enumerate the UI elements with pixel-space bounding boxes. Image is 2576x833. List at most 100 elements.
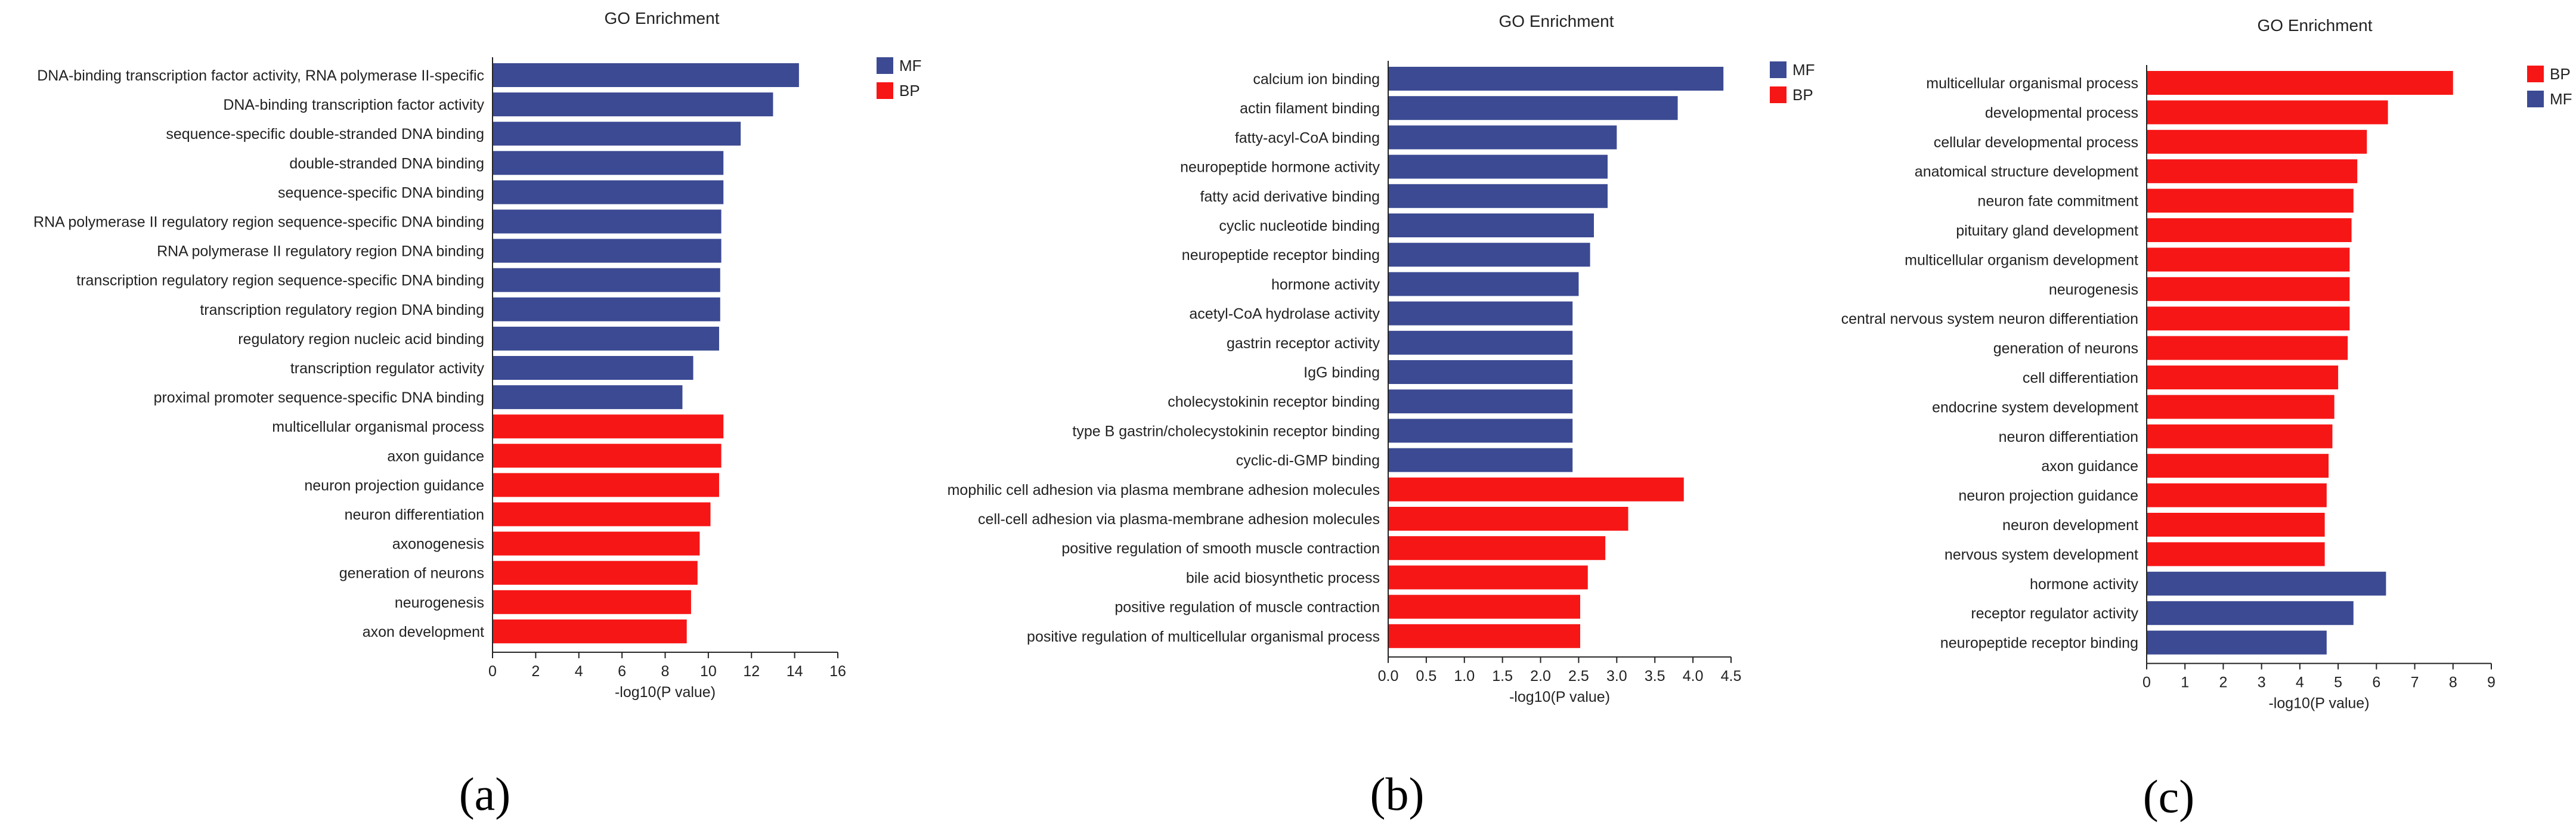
category-label: positive regulation of smooth muscle con… <box>1061 540 1380 557</box>
category-label: endocrine system development <box>1932 399 2138 416</box>
bar-mf <box>1388 154 1608 179</box>
bar-bp <box>2147 218 2352 242</box>
category-label: cyclic-di-GMP binding <box>1236 453 1380 469</box>
bar-mf <box>493 326 719 351</box>
bar-bp <box>1388 507 1628 531</box>
bar-mf <box>1388 67 1724 91</box>
category-label: axon guidance <box>2041 458 2138 475</box>
chart-title: GO Enrichment <box>1499 12 1614 30</box>
panel-label: (a) <box>459 768 511 820</box>
legend-label: MF <box>2550 90 2572 108</box>
category-label: calcium ion binding <box>1253 71 1380 88</box>
bar-mf <box>493 122 741 146</box>
x-tick-label: 6 <box>618 663 626 680</box>
x-tick-label: 3 <box>2258 674 2266 691</box>
category-label: generation of neurons <box>1993 340 2138 357</box>
category-label: fatty-acyl-CoA binding <box>1235 129 1380 146</box>
category-label: gastrin receptor activity <box>1227 335 1380 352</box>
x-tick-label: 1.5 <box>1492 668 1513 685</box>
category-label: nervous system development <box>1945 546 2138 563</box>
category-label: transcription regulatory region DNA bind… <box>200 302 484 318</box>
legend-label: MF <box>1792 61 1815 79</box>
x-tick-label: 4.0 <box>1683 668 1704 685</box>
category-label: multicellular organismal process <box>1926 75 2138 92</box>
category-label: acetyl-CoA hydrolase activity <box>1189 306 1380 323</box>
category-label: DNA-binding transcription factor activit… <box>37 67 484 84</box>
bar-bp <box>1388 536 1606 561</box>
legend-swatch-mf <box>2527 91 2544 107</box>
category-label: axon guidance <box>387 448 484 465</box>
category-label: cyclic nucleotide binding <box>1219 218 1380 234</box>
x-tick-label: 7 <box>2411 674 2419 691</box>
bar-mf <box>493 151 724 175</box>
bar-mf <box>1388 213 1594 237</box>
x-tick-label: 2.5 <box>1568 668 1589 685</box>
bar-mf <box>493 297 720 321</box>
category-label: mophilic cell adhesion via plasma membra… <box>948 482 1380 498</box>
bar-bp <box>2147 424 2333 448</box>
x-tick-label: 3.0 <box>1606 668 1627 685</box>
x-tick-label: 4 <box>575 663 583 680</box>
chart-title: GO Enrichment <box>2258 16 2373 35</box>
x-tick-label: 1.0 <box>1454 668 1475 685</box>
x-tick-label: 16 <box>829 663 846 680</box>
bar-bp <box>493 414 724 439</box>
bar-mf <box>2147 601 2354 625</box>
category-label: neuropeptide receptor binding <box>1182 247 1380 264</box>
bar-bp <box>493 531 700 556</box>
bar-mf <box>1388 96 1678 120</box>
legend-label: MF <box>899 57 922 75</box>
bar-mf <box>1388 125 1617 150</box>
panel-label: (b) <box>1370 768 1425 820</box>
category-label: neuropeptide hormone activity <box>1180 159 1380 176</box>
bar-bp <box>2147 366 2339 389</box>
bar-bp <box>2147 336 2348 360</box>
category-label: neuron projection guidance <box>1958 488 2138 504</box>
bar-mf <box>493 385 683 410</box>
bar-bp <box>493 619 687 643</box>
category-label: neuron differentiation <box>1999 429 2138 445</box>
x-tick-label: 8 <box>661 663 670 680</box>
category-label: developmental process <box>1985 104 2138 121</box>
bar-mf <box>493 63 799 87</box>
x-tick-label: 14 <box>787 663 803 680</box>
legend-label: BP <box>899 82 920 100</box>
bar-mf <box>1388 448 1573 472</box>
x-tick-label: 12 <box>743 663 760 680</box>
bar-bp <box>2147 247 2350 272</box>
x-axis-label: -log10(P value) <box>615 684 716 701</box>
category-label: cell-cell adhesion via plasma-membrane a… <box>978 511 1380 528</box>
bar-mf <box>1388 184 1608 208</box>
chart-panel-3: GO Enrichment multicellular organismal pr… <box>1841 16 2572 822</box>
bar-bp <box>493 473 719 497</box>
bar-bp <box>2147 100 2388 125</box>
x-tick-label: 2 <box>531 663 540 680</box>
x-tick-label: 4.5 <box>1721 668 1742 685</box>
x-tick-label: 6 <box>2372 674 2380 691</box>
bar-bp <box>2147 71 2453 95</box>
panel-label: (c) <box>2143 770 2195 822</box>
category-label: multicellular organism development <box>1905 252 2138 268</box>
category-label: axonogenesis <box>392 536 484 553</box>
bar-bp <box>493 561 698 585</box>
bar-mf <box>493 180 724 205</box>
x-tick-label: 4 <box>2296 674 2304 691</box>
category-label: transcription regulatory region sequence… <box>76 272 484 289</box>
bar-bp <box>2147 513 2325 537</box>
bar-mf <box>1388 389 1573 414</box>
bar-mf <box>1388 301 1573 326</box>
bar-bp <box>2147 454 2329 478</box>
x-tick-label: 10 <box>700 663 717 680</box>
legend-label: BP <box>2550 65 2571 83</box>
bar-mf <box>493 209 722 234</box>
category-label: generation of neurons <box>339 565 484 582</box>
category-label: hormone activity <box>1271 276 1380 293</box>
legend-swatch-mf <box>1770 61 1787 78</box>
category-label: IgG binding <box>1304 364 1380 381</box>
category-label: neurogenesis <box>395 594 484 611</box>
bar-bp <box>1388 624 1580 648</box>
category-label: receptor regulator activity <box>1971 605 2138 622</box>
category-label: type B gastrin/cholecystokinin receptor … <box>1072 423 1380 439</box>
category-label: anatomical structure development <box>1915 163 2138 180</box>
bar-bp <box>2147 188 2354 213</box>
